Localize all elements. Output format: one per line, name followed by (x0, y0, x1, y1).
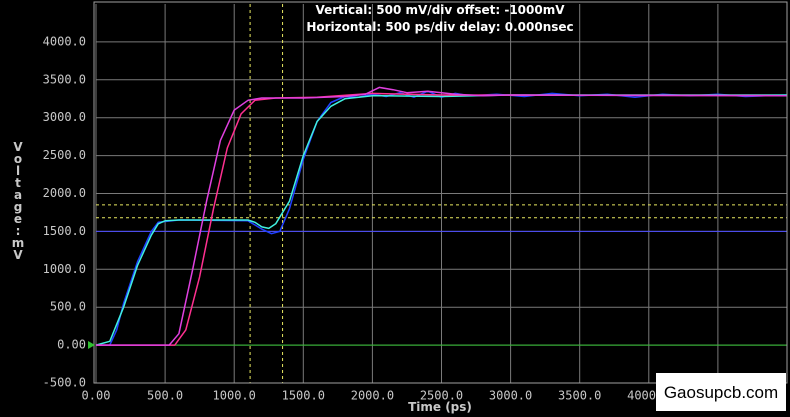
y-tick-label: 0.00 (57, 338, 86, 352)
x-tick-label: 3500.0 (558, 389, 601, 403)
y-tick-label: 500.0 (50, 300, 86, 314)
watermark: Gaosupcb.com (664, 383, 778, 402)
y-tick-label: -500.0 (43, 376, 86, 390)
plot-frame (93, 1, 788, 384)
subtitle: Horizontal: 500 ps/div delay: 0.000nsec (306, 20, 573, 34)
y-tick-label: 4000.0 (43, 34, 86, 48)
ground-marker (88, 341, 95, 349)
y-tick-label: 3000.0 (43, 110, 86, 124)
x-tick-label: 2000.0 (351, 389, 394, 403)
x-tick-label: 2500.0 (420, 389, 463, 403)
labels: -500.00.00500.01000.01500.02000.02500.03… (43, 34, 740, 402)
x-tick-label: 0.00 (82, 389, 111, 403)
y-tick-label: 1000.0 (43, 262, 86, 276)
plot (95, 4, 788, 383)
trace (96, 92, 788, 346)
title: Vertical: 500 mV/div offset: -1000mV (315, 3, 565, 17)
x-tick-label: 500.0 (147, 389, 183, 403)
y-axis-label: Voltage:mV (11, 140, 25, 260)
trace (96, 86, 788, 346)
y-tick-label: 2500.0 (43, 148, 86, 162)
y-tick-label: 3500.0 (43, 72, 86, 86)
x-axis-label: Time (ps) (408, 400, 472, 414)
watermark-box (656, 373, 786, 411)
y-tick-label: 2000.0 (43, 186, 86, 200)
x-tick-label: 1000.0 (213, 389, 256, 403)
y-tick-label: 1500.0 (43, 224, 86, 238)
trace (95, 94, 787, 346)
x-tick-label: 3000.0 (489, 389, 532, 403)
trace (96, 90, 788, 346)
x-tick-label: 1500.0 (282, 389, 325, 403)
